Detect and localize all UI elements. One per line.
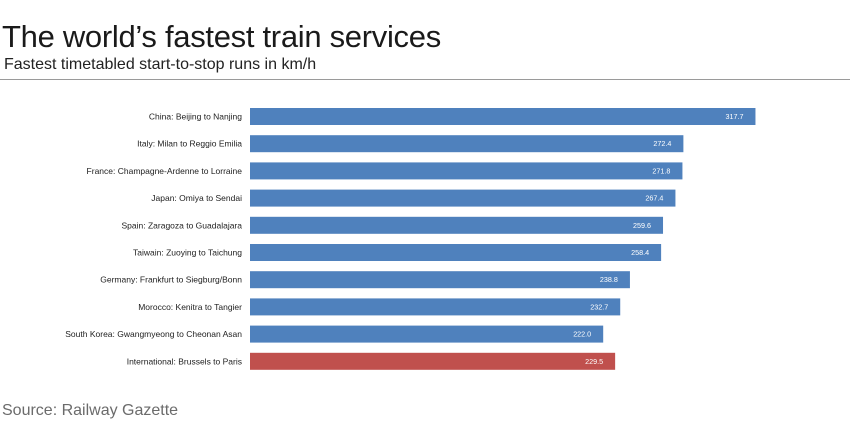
value-label: 232.7 <box>590 302 608 311</box>
bar <box>250 298 621 316</box>
bar <box>250 352 616 370</box>
category-label: France: Champagne-Ardenne to Lorraine <box>87 166 243 176</box>
category-label: Spain: Zaragoza to Guadalajara <box>122 220 243 230</box>
bar <box>250 162 683 180</box>
category-label: Japan: Omiya to Sendai <box>151 193 242 203</box>
value-label: 229.5 <box>585 357 603 366</box>
bar <box>250 271 630 289</box>
bar <box>250 135 684 153</box>
value-label: 271.8 <box>652 166 670 175</box>
category-label: Taiwain: Zuoying to Taichung <box>133 248 242 258</box>
category-label: International: Brussels to Paris <box>127 356 242 366</box>
page-subtitle: Fastest timetabled start-to-stop runs in… <box>4 56 317 73</box>
bar <box>250 216 664 234</box>
value-label: 238.8 <box>600 275 618 284</box>
category-label: Germany: Frankfurt to Siegburg/Bonn <box>100 275 242 285</box>
page-title: The world’s fastest train services <box>2 19 441 54</box>
bar <box>250 244 662 261</box>
bar <box>250 325 604 343</box>
value-label: 222.0 <box>573 330 591 339</box>
category-label: China: Beijing to Nanjing <box>149 112 242 122</box>
value-label: 317.7 <box>725 112 743 121</box>
bar <box>250 108 756 125</box>
category-label: South Korea: Gwangmyeong to Cheonan Asan <box>65 329 242 339</box>
header-divider <box>0 79 850 80</box>
value-label: 267.4 <box>645 194 663 203</box>
value-label: 258.4 <box>631 248 649 257</box>
category-label: Italy: Milan to Reggio Emilia <box>137 139 242 149</box>
value-label: 272.4 <box>653 139 671 148</box>
value-label: 259.6 <box>633 221 651 230</box>
source-note: Source: Railway Gazette <box>2 402 179 419</box>
category-label: Morocco: Kenitra to Tangier <box>138 302 242 312</box>
bar <box>250 189 676 207</box>
